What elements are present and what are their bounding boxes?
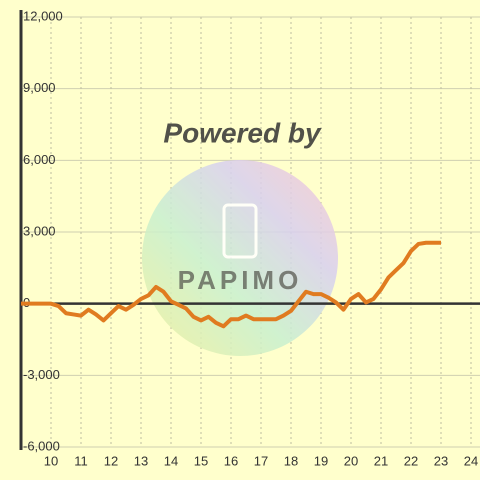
x-tick-label: 22 <box>404 453 418 468</box>
x-tick-label: 18 <box>284 453 298 468</box>
y-tick-label: 3,000 <box>23 223 56 238</box>
x-tick-label: 15 <box>194 453 208 468</box>
line <box>21 240 441 329</box>
x-tick-label: 23 <box>434 453 448 468</box>
y-tick-label: -3,000 <box>23 367 60 382</box>
watermark-text: PAPIMO <box>178 265 303 295</box>
y-tick-label: -6,000 <box>23 438 60 453</box>
y-tick-label: 6,000 <box>23 152 56 167</box>
watermark-text: Powered by <box>163 117 322 148</box>
y-tick-label: 12,000 <box>23 8 63 23</box>
x-tick-label: 20 <box>344 453 358 468</box>
x-tick-label: 11 <box>74 453 88 468</box>
x-tick-label: 13 <box>134 453 148 468</box>
x-tick-label: 19 <box>314 453 328 468</box>
x-tick-label: 10 <box>44 453 58 468</box>
y-tick-label: 9,000 <box>23 80 56 95</box>
watermark: Powered by PAPIMO <box>142 117 338 356</box>
x-tick-label: 24 <box>464 453 478 468</box>
x-tick-label: 16 <box>224 453 238 468</box>
x-tick-label: 14 <box>164 453 178 468</box>
x-tick-label: 17 <box>254 453 268 468</box>
x-tick-label: 21 <box>374 453 388 468</box>
x-tick-label: 12 <box>104 453 118 468</box>
watermark-icon <box>222 203 258 259</box>
